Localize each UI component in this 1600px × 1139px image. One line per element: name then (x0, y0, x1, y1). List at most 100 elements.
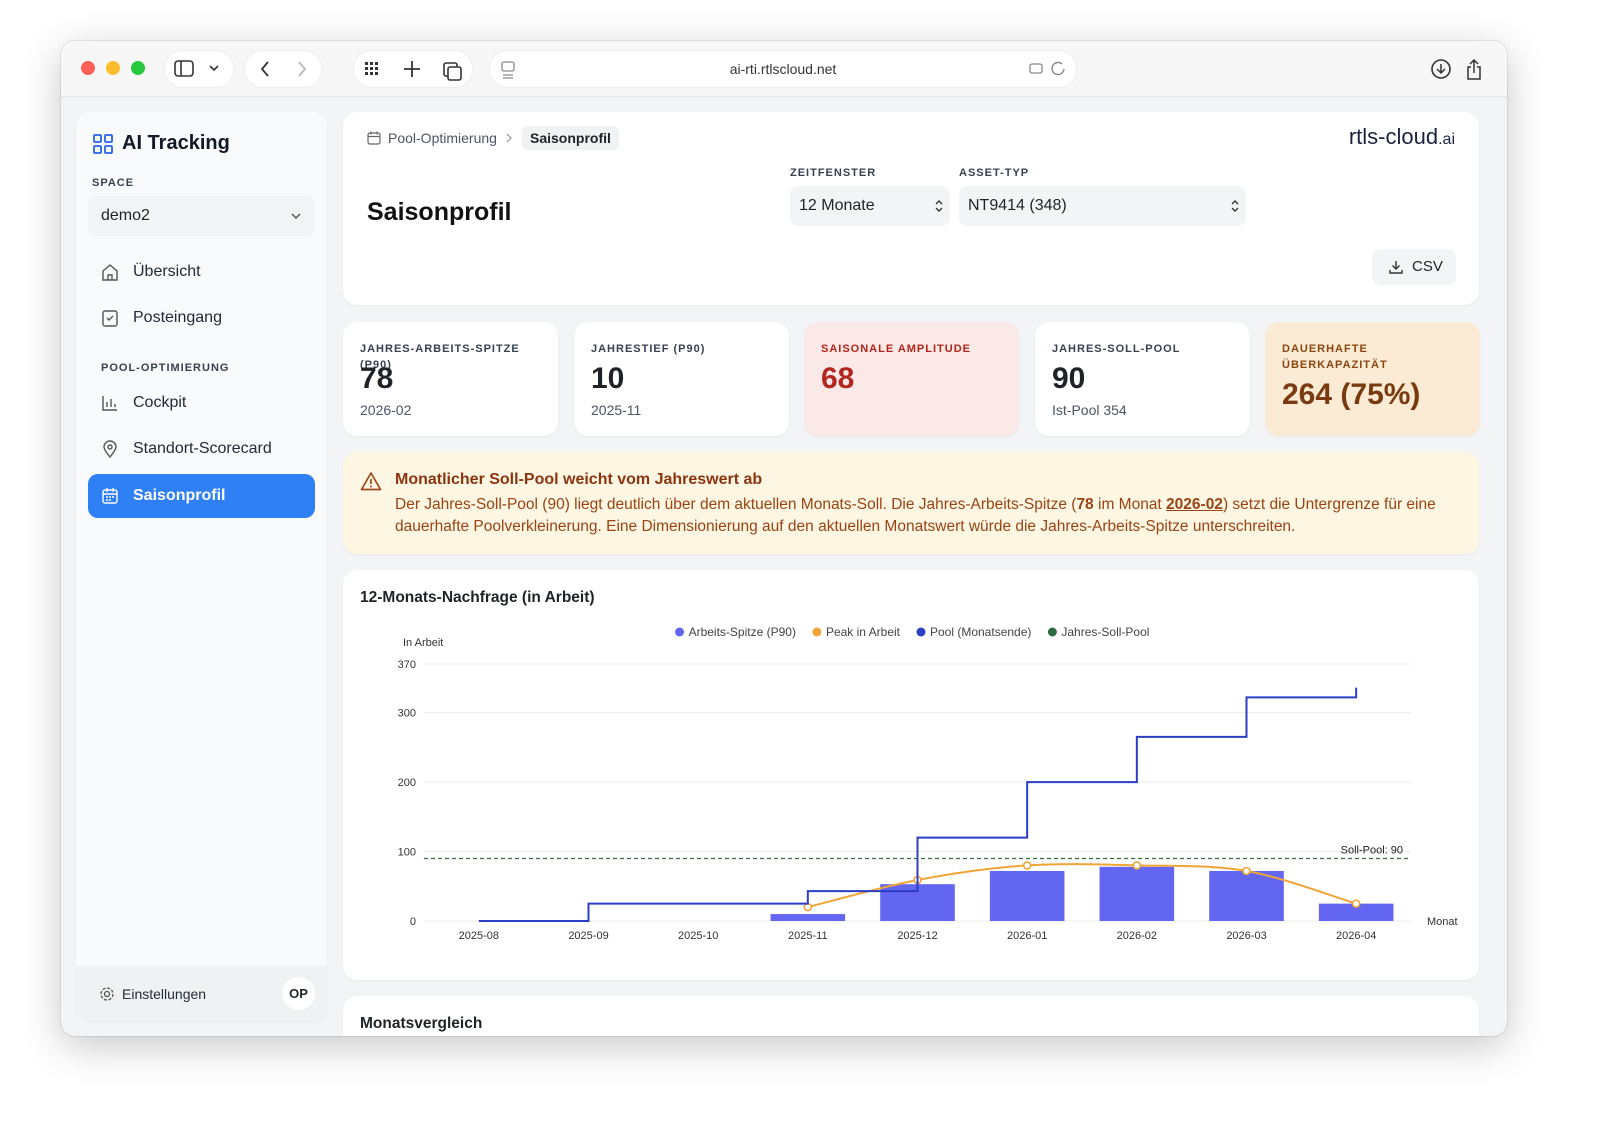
space-select[interactable]: demo2 (88, 196, 315, 236)
kpi-sub: 2026-02 (360, 402, 412, 418)
chart-title: 12-Monats-Nachfrage (in Arbeit) (360, 589, 595, 606)
filter-select[interactable]: NT9414 (348) (959, 186, 1246, 226)
alert-text-part: ) setzt die Untergrenze für eine dauerha… (395, 496, 1436, 535)
header-card: Pool-Optimierung Saisonprofil rtls-cloud… (343, 112, 1479, 305)
chart-icon (102, 396, 117, 411)
alert-text-part: im Monat (1093, 496, 1167, 513)
sidebar-icon (174, 60, 219, 77)
browser-toolbar: ai-rti.rtlscloud.net (61, 41, 1507, 97)
warning-icon (360, 472, 382, 491)
line-point (1022, 861, 1032, 870)
kpi-label: SAISONALE AMPLITUDE (821, 343, 971, 355)
bar (1209, 870, 1284, 921)
x-tick-label: 2025-11 (788, 930, 828, 942)
nav-item-active[interactable]: Saisonprofil (88, 474, 315, 518)
sidebar-toggle[interactable] (165, 51, 233, 87)
csv-label: CSV (1412, 258, 1443, 275)
filter-select[interactable]: 12 Monate (790, 186, 950, 226)
alert-text: Der Jahres-Soll-Pool (90) liegt deutlich… (395, 494, 1455, 538)
nav-label: Übersicht (133, 263, 201, 280)
filter-label: ASSET-TYP (959, 167, 1030, 179)
y-tick-label: 370 (398, 659, 416, 671)
alert-bold: 78 (1076, 496, 1094, 513)
address-bar[interactable]: ai-rti.rtlscloud.net (490, 51, 1076, 87)
filter-value: 12 Monate (799, 197, 875, 214)
legend-swatch (1047, 627, 1057, 637)
breadcrumb-sep (506, 133, 512, 143)
kpi-card: JAHRESTIEF (P90) 10 2025-11 (574, 322, 789, 436)
kpi-label: DAUERHAFTE ÜBERKAPAZITÄT (1282, 343, 1388, 371)
minimize-button[interactable] (106, 61, 120, 75)
bar (1099, 866, 1175, 921)
nav-item[interactable]: Standort-Scorecard (88, 427, 315, 471)
series-line (807, 863, 1357, 909)
step-line (478, 687, 1358, 922)
chart-card: 12-Monats-Nachfrage (in Arbeit) 0 100 200 3… (343, 570, 1479, 980)
nav-item[interactable]: Posteingang (88, 296, 315, 340)
updown-icon (935, 200, 943, 212)
kpi-card: JAHRES-ARBEITS-SPITZE (P90) 78 2026-02 (343, 322, 558, 436)
y-tick-label: 0 (410, 916, 416, 928)
alert-title: Monatlicher Soll-Pool weicht vom Jahresw… (395, 471, 763, 488)
logo-text: rtls-cloud (1348, 124, 1439, 149)
x-tick-label: 2026-01 (1007, 930, 1047, 942)
x-tick-label: 2026-03 (1226, 930, 1266, 942)
calendar-icon (102, 488, 118, 504)
close-button[interactable] (81, 61, 95, 75)
settings-link[interactable]: Einstellungen (122, 986, 207, 1002)
line-point (1351, 899, 1361, 908)
nav-label: Standort-Scorecard (133, 440, 272, 457)
sidebar: AI Tracking SPACE demo2 Übersicht Postei… (76, 112, 327, 1021)
nav-label: Saisonprofil (133, 487, 226, 504)
nav-item[interactable]: Cockpit (88, 381, 315, 425)
kpi-value: 90 (1052, 362, 1086, 395)
x-tick-label: 2026-02 (1117, 930, 1157, 942)
line-point (1132, 861, 1142, 870)
zoom-button[interactable] (131, 61, 145, 75)
legend-label: Peak in Arbeit (826, 625, 901, 639)
tab-icons (365, 61, 462, 81)
x-tick-label: 2025-12 (897, 930, 937, 942)
pin-icon (103, 440, 117, 458)
line-point (1242, 866, 1251, 876)
kpi-label: JAHRES-ARBEITS-SPITZE (P90) (360, 343, 520, 371)
updown-icon (1231, 200, 1239, 212)
y-tick-label: 300 (398, 708, 416, 720)
bar (1318, 903, 1394, 921)
legend: Arbeits-Spitze (P90) Peak in Arbeit Pool (… (675, 625, 1149, 639)
legend-swatch (812, 627, 822, 637)
nav-arrows (260, 61, 307, 77)
nav-buttons[interactable] (245, 51, 321, 87)
download-icon (1389, 261, 1403, 274)
nav-item[interactable]: Übersicht (88, 250, 315, 294)
legend-label: Pool (Monatsende) (930, 625, 1031, 639)
gear-icon (100, 987, 114, 1001)
y-tick-label: 100 (398, 847, 416, 859)
section-label: POOL-OPTIMIERUNG (101, 362, 230, 374)
section-title: Monatsvergleich (360, 1015, 483, 1032)
nav-label: Cockpit (133, 394, 187, 411)
reference-label: Soll-Pool: 90 (1341, 844, 1403, 856)
browser-window: ai-rti.rtlscloud.net AI Tracking SPACE d… (61, 41, 1507, 1036)
bar (770, 914, 846, 921)
kpi-card: JAHRES-SOLL-POOL 90 Ist-Pool 354 (1035, 322, 1250, 436)
alert-link[interactable]: 2026-02 (1166, 496, 1223, 513)
tab-buttons[interactable] (354, 51, 472, 87)
page-title: Saisonprofil (367, 198, 512, 226)
kpi-card-warning: DAUERHAFTE ÜBERKAPAZITÄT 264 (75%) (1265, 322, 1480, 436)
legend-label: Jahres-Soll-Pool (1061, 625, 1149, 639)
breadcrumb-icon (367, 131, 381, 145)
toolbar-right-icons[interactable] (1421, 51, 1501, 87)
chevron (291, 213, 301, 219)
comparison-card: Monatsvergleich (343, 996, 1479, 1036)
breadcrumb-link[interactable]: Pool-Optimierung (388, 130, 497, 146)
alert-box: Monatlicher Soll-Pool weicht vom Jahresw… (343, 452, 1479, 554)
filter-value: NT9414 (348) (968, 197, 1067, 214)
kpi-sub: 2025-11 (591, 402, 642, 418)
alert-text-part: Der Jahres-Soll-Pool (90) liegt deutlich… (395, 496, 1077, 513)
toolbar-icons (81, 61, 145, 75)
csv-button[interactable]: CSV (1372, 249, 1456, 285)
avatar[interactable]: OP (282, 977, 315, 1010)
x-axis-label: Monat (1427, 916, 1458, 928)
